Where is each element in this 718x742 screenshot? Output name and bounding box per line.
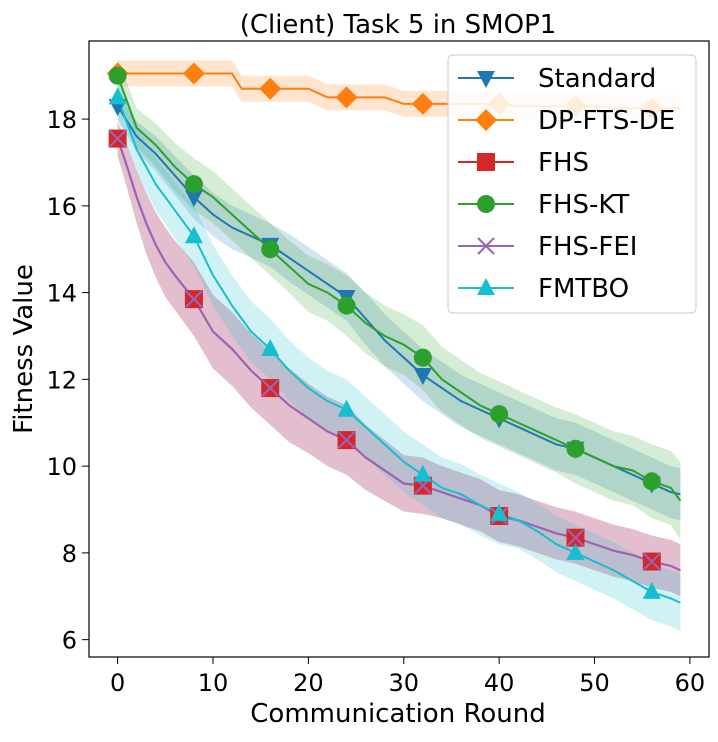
legend-label-fhs: FHS bbox=[538, 148, 589, 178]
y-tick-label: 10 bbox=[46, 453, 77, 481]
legend-marker-standard bbox=[477, 71, 495, 88]
x-tick-label: 30 bbox=[388, 669, 419, 697]
legend-marker-fhs-kt bbox=[477, 195, 495, 213]
y-tick-label: 18 bbox=[46, 106, 77, 134]
chart-title: (Client) Task 5 in SMOP1 bbox=[240, 10, 557, 40]
marker-fhs-kt bbox=[184, 175, 203, 194]
marker-dp-fts-de bbox=[411, 92, 434, 115]
marker-dp-fts-de bbox=[335, 86, 358, 109]
line-fhs-fei bbox=[116, 138, 681, 572]
marker-fhs-kt bbox=[337, 296, 356, 315]
y-tick-label: 6 bbox=[62, 627, 77, 655]
marker-fmtbo bbox=[261, 339, 280, 356]
legend-marker-fhs-fei bbox=[477, 237, 495, 255]
marker-fhs-kt bbox=[642, 472, 661, 491]
marker-fhs-kt bbox=[108, 66, 127, 85]
x-tick-label: 10 bbox=[198, 669, 229, 697]
legend: Standard DP-FTS-DE FHS FHS-KT FHS-FEI FMTBO bbox=[447, 54, 697, 314]
marker-dp-fts-de bbox=[182, 62, 205, 85]
legend-marker-fhs bbox=[477, 153, 495, 171]
marker-standard bbox=[413, 368, 432, 386]
x-tick-label: 0 bbox=[110, 669, 125, 697]
y-tick-label: 8 bbox=[62, 540, 77, 568]
marker-fhs-kt bbox=[413, 348, 432, 367]
marker-fmtbo bbox=[566, 542, 585, 560]
x-tick-label: 40 bbox=[484, 669, 515, 697]
x-axis-title: Communication Round bbox=[250, 699, 545, 729]
marker-fhs-kt bbox=[490, 405, 509, 424]
marker-standard bbox=[184, 190, 203, 208]
x-tick-label: 20 bbox=[293, 669, 324, 697]
y-axis-title: Fitness Value bbox=[9, 264, 39, 434]
legend-marker-fmtbo bbox=[477, 278, 495, 295]
y-axis: 6 8 10 12 14 16 18 bbox=[46, 106, 89, 655]
marker-fmtbo bbox=[108, 87, 127, 105]
legend-label-fhs-fei: FHS-FEI bbox=[538, 232, 637, 262]
legend-label-standard: Standard bbox=[538, 64, 656, 94]
line-fmtbo bbox=[116, 97, 681, 604]
band-fhs bbox=[117, 121, 681, 597]
series-markers bbox=[106, 62, 663, 599]
marker-fhs-fei bbox=[261, 379, 279, 397]
marker-fhs-fei bbox=[185, 290, 203, 308]
legend-label-fmtbo: FMTBO bbox=[538, 274, 629, 304]
y-tick-label: 16 bbox=[46, 193, 77, 221]
marker-fhs-fei bbox=[337, 431, 356, 449]
x-axis: 0 10 20 30 40 50 60 bbox=[110, 657, 705, 697]
marker-fmtbo bbox=[413, 464, 432, 482]
marker-fmtbo bbox=[642, 581, 661, 599]
x-tick-label: 60 bbox=[675, 669, 706, 697]
band-fhs-fei bbox=[117, 121, 681, 597]
legend-label-fhs-kt: FHS-KT bbox=[538, 190, 629, 220]
band-fhs-kt bbox=[117, 58, 681, 540]
marker-fhs-fei bbox=[566, 528, 585, 547]
legend-marker-dp-fts-de bbox=[475, 109, 497, 131]
marker-dp-fts-de bbox=[259, 77, 282, 100]
marker-fhs-fei bbox=[108, 129, 127, 148]
line-fhs-kt bbox=[116, 75, 682, 502]
band-standard bbox=[117, 93, 681, 521]
marker-fmtbo bbox=[184, 226, 203, 244]
x-tick-label: 50 bbox=[579, 669, 610, 697]
legend-label-dp-fts-de: DP-FTS-DE bbox=[538, 106, 675, 136]
marker-fhs-kt bbox=[261, 240, 280, 259]
marker-fmtbo bbox=[490, 503, 509, 521]
marker-fhs-fei bbox=[643, 552, 661, 571]
series-lines bbox=[116, 72, 682, 604]
marker-fmtbo bbox=[337, 399, 356, 417]
y-tick-label: 12 bbox=[46, 366, 77, 394]
y-tick-label: 14 bbox=[46, 280, 77, 308]
plot-area-frame bbox=[88, 40, 710, 658]
marker-fhs-kt bbox=[566, 439, 585, 458]
